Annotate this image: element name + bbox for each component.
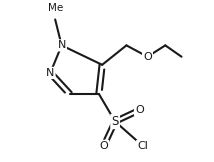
Text: N: N: [46, 68, 55, 78]
Text: O: O: [99, 141, 108, 151]
Text: Me: Me: [48, 3, 63, 13]
Text: O: O: [143, 52, 152, 62]
Text: Cl: Cl: [137, 141, 148, 151]
Text: S: S: [111, 115, 119, 128]
Text: O: O: [135, 105, 144, 115]
Text: N: N: [57, 40, 66, 50]
